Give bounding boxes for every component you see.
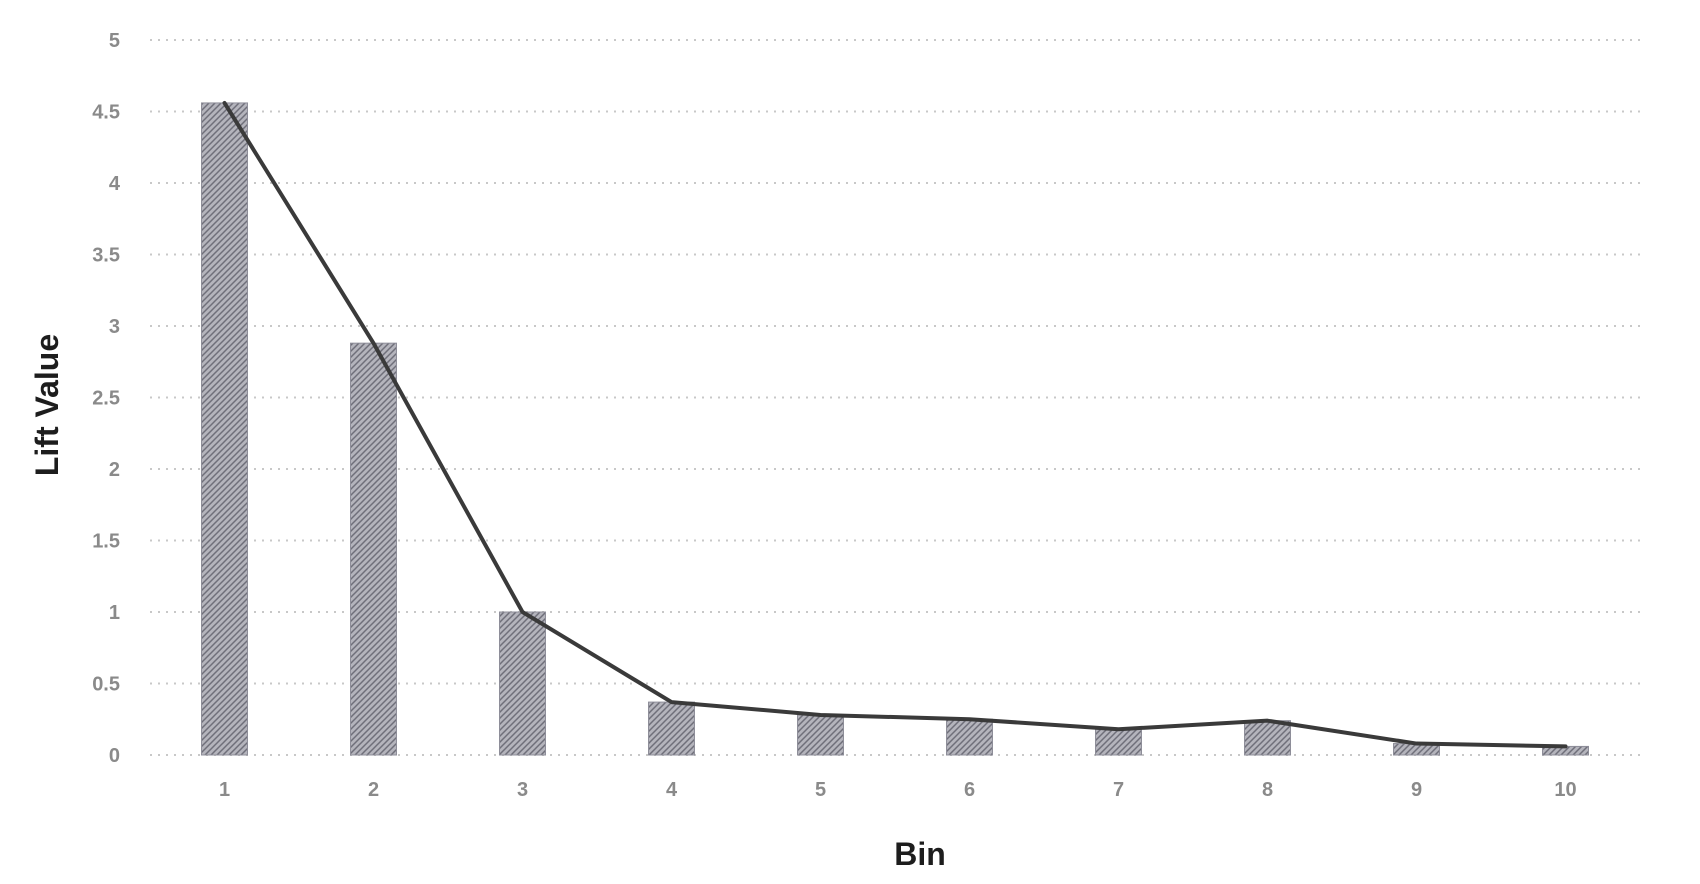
bar-3: [499, 611, 546, 756]
x-tick-label: 2: [368, 779, 379, 801]
y-tick-label: 2: [109, 459, 120, 481]
bar-2: [350, 342, 397, 756]
bar-8: [1244, 720, 1291, 756]
grid-layer: [150, 39, 1640, 756]
x-tick-labels: 1 2 3 4 5 6 7 8 9 10: [219, 779, 1577, 801]
y-tick-label: 1: [109, 602, 120, 624]
x-tick-label: 7: [1113, 779, 1124, 801]
y-tick-label: 0.5: [92, 674, 120, 696]
y-tick-label: 3.5: [92, 245, 120, 267]
y-tick-label: 2.5: [92, 388, 120, 410]
x-axis-title: Bin: [894, 836, 946, 872]
x-tick-label: 10: [1554, 779, 1576, 801]
bars-layer: [201, 102, 1589, 756]
lift-line: [222, 100, 1568, 749]
x-tick-label: 3: [517, 779, 528, 801]
x-tick-label: 6: [964, 779, 975, 801]
line-layer: [222, 100, 1568, 749]
y-tick-label: 4: [109, 173, 121, 195]
x-tick-label: 5: [815, 779, 826, 801]
x-tick-label: 9: [1411, 779, 1422, 801]
y-tick-label: 5: [109, 30, 120, 52]
bar-1: [201, 102, 248, 756]
y-axis-title: Lift Value: [29, 334, 65, 476]
x-tick-label: 1: [219, 779, 230, 801]
y-tick-labels: 0 0.5 1 1.5 2 2.5 3 3.5 4 4.5 5: [92, 30, 121, 767]
y-tick-label: 3: [109, 316, 120, 338]
x-tick-label: 4: [666, 779, 678, 801]
bar-5: [797, 714, 844, 756]
y-tick-label: 1.5: [92, 531, 120, 553]
y-tick-label: 0: [109, 745, 120, 767]
bar-6: [946, 718, 993, 756]
x-tick-label: 8: [1262, 779, 1273, 801]
y-tick-label: 4.5: [92, 102, 120, 124]
bar-7: [1095, 728, 1142, 756]
bar-4: [648, 701, 695, 756]
